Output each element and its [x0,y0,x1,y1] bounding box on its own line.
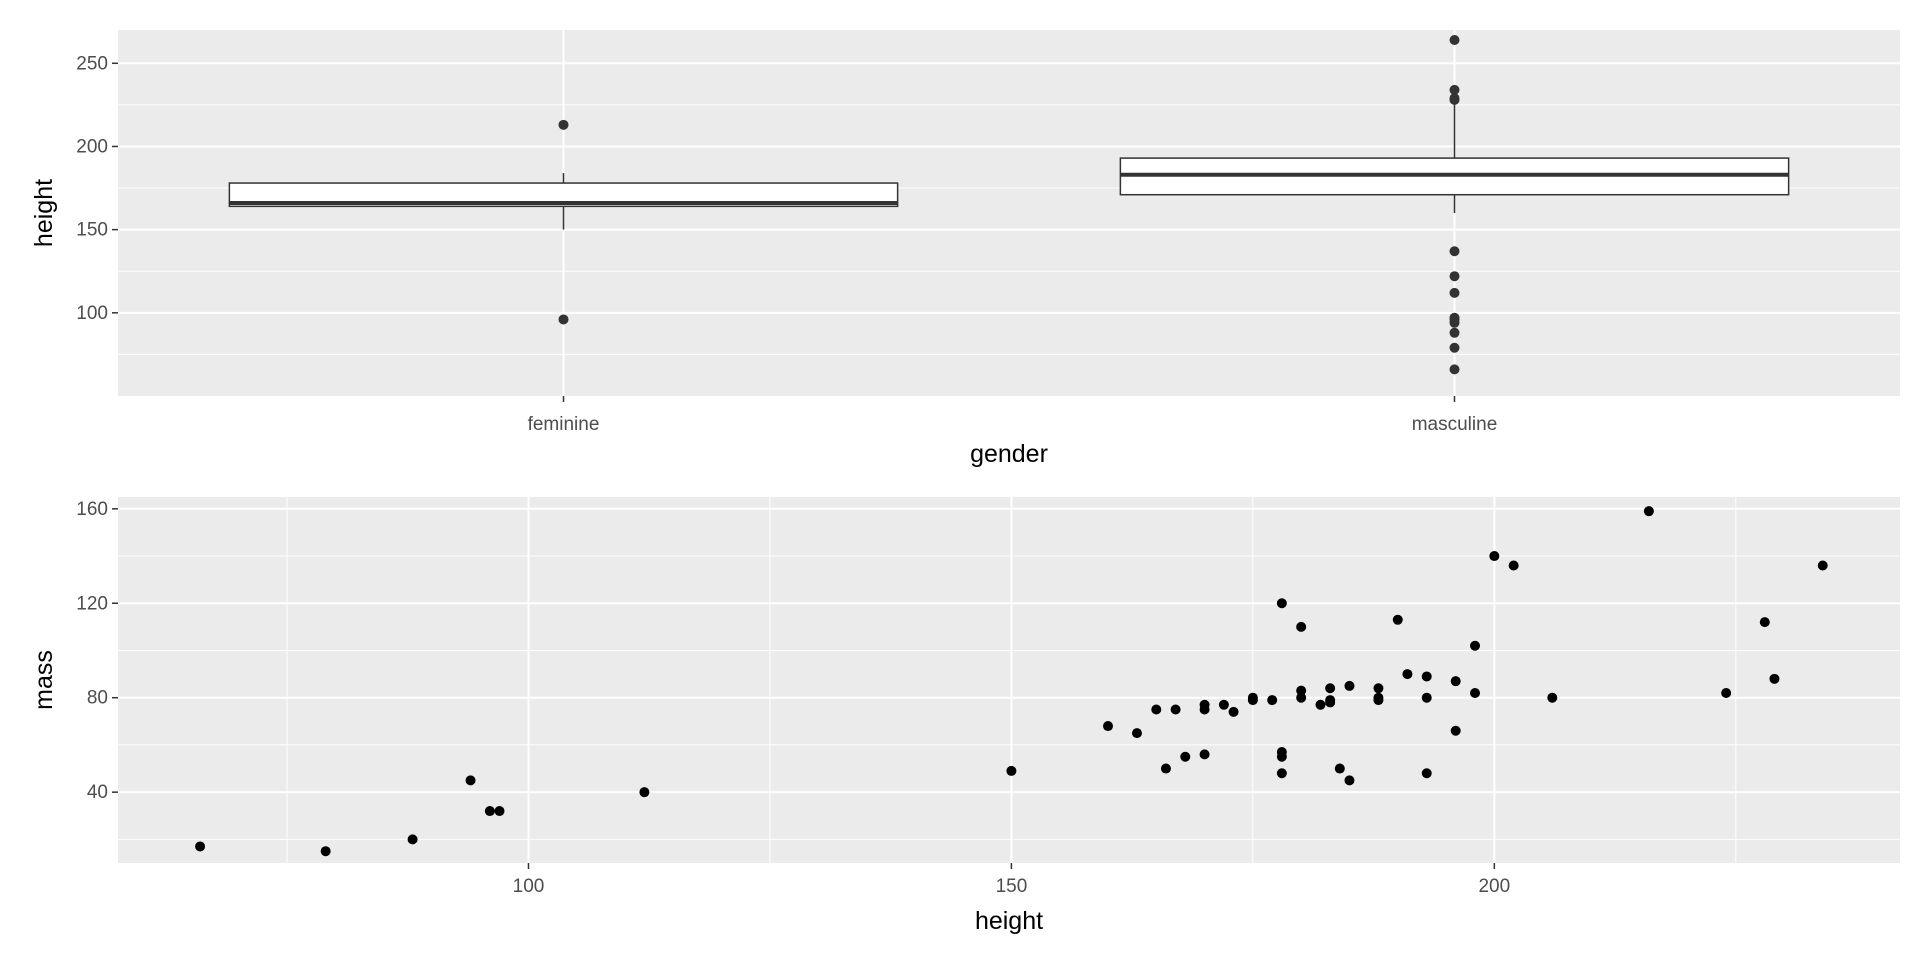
boxplot-x-tick-labels: feminine masculine [528,414,1498,435]
scatter-point [1151,704,1162,715]
boxplot-y-tick-label: 200 [76,136,108,157]
scatter-point [1315,699,1326,710]
scatter-point [1180,751,1191,762]
scatter-y-tick-label: 160 [76,499,108,520]
scatter-y-axis-title: mass [30,650,58,710]
scatter-point [1721,687,1732,698]
scatter-point [1170,704,1181,715]
scatter-point [1489,551,1500,562]
scatter-point [1421,768,1432,779]
scatter-y-tick-label: 80 [87,688,108,709]
scatter-plot-background [118,497,1900,863]
scatter-point [1131,728,1142,739]
scatter-point [1547,692,1558,703]
scatter-points [195,506,1828,857]
scatter-point [320,846,331,857]
scatter-point [1344,775,1355,786]
scatter-y-tick-label: 40 [87,782,108,803]
scatter-point [1006,765,1017,776]
scatter-x-axis-title: height [975,907,1043,935]
boxplot-marks [228,34,1790,375]
scatter-point [465,775,476,786]
boxplot-x-axis-title: gender [970,440,1048,468]
box-outlier [1449,34,1460,45]
scatter-point [1247,692,1258,703]
scatter-point [1334,763,1345,774]
scatter-point [1759,617,1770,628]
scatter-x-tick-labels: 100 150 200 [513,876,1511,897]
scatter-point [1470,687,1481,698]
boxplot-y-axis-title: height [30,179,58,247]
scatter-point [1296,685,1307,696]
scatter-point [1276,768,1287,779]
box-group-masculine [1119,34,1790,375]
scatter-point [1325,683,1336,694]
scatter-point [1325,697,1336,708]
scatter-y-tick-labels: 40 80 120 160 [76,499,108,803]
scatter-point [1296,621,1307,632]
boxplot-y-tick-label: 100 [76,303,108,324]
box-outlier [1449,364,1460,375]
box-outlier [1449,317,1460,328]
scatter-point [1160,763,1171,774]
boxplot-y-tick-label: 250 [76,53,108,74]
scatter-point [639,787,650,798]
box-group-feminine [228,119,899,325]
scatter-x-tick-label: 200 [1478,876,1510,897]
scatter-point [1373,695,1384,706]
scatter-point [484,806,495,817]
box-outlier [558,314,569,325]
scatter-x-tick-label: 150 [996,876,1028,897]
scatter-y-tick-label: 120 [76,593,108,614]
box-outlier [1449,271,1460,282]
box-outlier [1449,342,1460,353]
scatter-point [1228,706,1239,717]
scatter-point [1421,671,1432,682]
scatter-point [1218,699,1229,710]
scatter-point [1450,725,1461,736]
scatter-point [494,806,505,817]
scatter-point [1769,673,1780,684]
scatter-point [1199,704,1210,715]
scatter-point [1103,721,1113,732]
scatter-point [1199,749,1210,760]
box-iqr [228,182,899,208]
scatter-point [1276,598,1287,609]
scatter-point [1421,692,1432,703]
scatter-point [1373,683,1384,694]
scatter-panel: 40 80 120 160 100 150 200 height mass [30,497,1900,935]
box-outlier [558,119,569,130]
boxplot-panel: 100 150 200 250 feminine masculine gender he… [30,30,1900,468]
boxplot-x-tick-label: masculine [1412,414,1498,435]
scatter-point [1392,614,1403,625]
box-outlier [1449,246,1460,257]
scatter-x-tick-label: 100 [513,876,545,897]
box-outlier [1449,327,1460,338]
scatter-point [1450,676,1461,687]
scatter-point [1470,640,1481,651]
boxplot-x-tick-label: feminine [528,414,600,435]
boxplot-plot-background [118,30,1900,396]
box-outlier [1449,94,1460,105]
scatter-point [1508,560,1519,571]
scatter-point [1643,506,1654,517]
scatter-point [1276,751,1287,762]
scatter-point [1296,692,1307,703]
box-outlier [1449,287,1460,298]
scatter-gridlines [112,497,1900,869]
scatter-point [195,841,206,852]
scatter-point [1402,669,1413,680]
box-outlier [1449,84,1460,95]
scatter-point [1817,560,1828,571]
scatter-point [1267,695,1278,706]
boxplot-y-tick-label: 150 [76,220,108,241]
scatter-point [1344,680,1355,691]
scatter-point [407,834,418,845]
boxplot-y-tick-labels: 100 150 200 250 [76,53,108,324]
